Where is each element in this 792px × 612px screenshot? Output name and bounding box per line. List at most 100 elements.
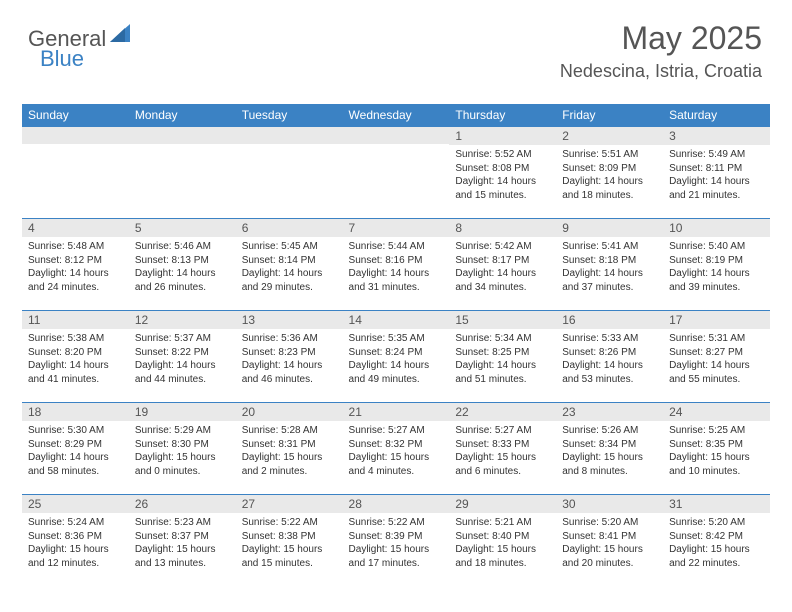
- logo-text-blue: Blue: [40, 46, 84, 71]
- calendar-day-cell: 20Sunrise: 5:28 AMSunset: 8:31 PMDayligh…: [236, 402, 343, 494]
- day-details: Sunrise: 5:22 AMSunset: 8:38 PMDaylight:…: [236, 513, 343, 574]
- day-details: Sunrise: 5:46 AMSunset: 8:13 PMDaylight:…: [129, 237, 236, 298]
- day-number: 16: [556, 310, 663, 329]
- day-number: 27: [236, 494, 343, 513]
- day-number: 1: [449, 126, 556, 145]
- empty-day-header: [236, 126, 343, 144]
- day-details: Sunrise: 5:38 AMSunset: 8:20 PMDaylight:…: [22, 329, 129, 390]
- day-details: Sunrise: 5:20 AMSunset: 8:41 PMDaylight:…: [556, 513, 663, 574]
- day-details: Sunrise: 5:31 AMSunset: 8:27 PMDaylight:…: [663, 329, 770, 390]
- calendar-week-row: 1Sunrise: 5:52 AMSunset: 8:08 PMDaylight…: [22, 126, 770, 218]
- day-details: Sunrise: 5:30 AMSunset: 8:29 PMDaylight:…: [22, 421, 129, 482]
- day-number: 2: [556, 126, 663, 145]
- day-details: Sunrise: 5:45 AMSunset: 8:14 PMDaylight:…: [236, 237, 343, 298]
- calendar-day-cell: [343, 126, 450, 218]
- day-number: 4: [22, 218, 129, 237]
- day-number: 14: [343, 310, 450, 329]
- day-number: 10: [663, 218, 770, 237]
- calendar-day-cell: 28Sunrise: 5:22 AMSunset: 8:39 PMDayligh…: [343, 494, 450, 586]
- calendar-header-cell: Thursday: [449, 104, 556, 126]
- month-title: May 2025: [560, 20, 762, 57]
- calendar-day-cell: 21Sunrise: 5:27 AMSunset: 8:32 PMDayligh…: [343, 402, 450, 494]
- calendar-day-cell: 22Sunrise: 5:27 AMSunset: 8:33 PMDayligh…: [449, 402, 556, 494]
- logo-text-blue-wrap: Blue: [40, 46, 84, 72]
- calendar-day-cell: 19Sunrise: 5:29 AMSunset: 8:30 PMDayligh…: [129, 402, 236, 494]
- day-details: Sunrise: 5:29 AMSunset: 8:30 PMDaylight:…: [129, 421, 236, 482]
- day-number: 9: [556, 218, 663, 237]
- day-details: Sunrise: 5:28 AMSunset: 8:31 PMDaylight:…: [236, 421, 343, 482]
- calendar-day-cell: 15Sunrise: 5:34 AMSunset: 8:25 PMDayligh…: [449, 310, 556, 402]
- calendar-week-row: 18Sunrise: 5:30 AMSunset: 8:29 PMDayligh…: [22, 402, 770, 494]
- calendar-day-cell: 10Sunrise: 5:40 AMSunset: 8:19 PMDayligh…: [663, 218, 770, 310]
- calendar-week-row: 11Sunrise: 5:38 AMSunset: 8:20 PMDayligh…: [22, 310, 770, 402]
- day-number: 30: [556, 494, 663, 513]
- calendar-day-cell: 31Sunrise: 5:20 AMSunset: 8:42 PMDayligh…: [663, 494, 770, 586]
- day-details: Sunrise: 5:20 AMSunset: 8:42 PMDaylight:…: [663, 513, 770, 574]
- day-details: Sunrise: 5:27 AMSunset: 8:33 PMDaylight:…: [449, 421, 556, 482]
- calendar-header-cell: Monday: [129, 104, 236, 126]
- day-details: Sunrise: 5:34 AMSunset: 8:25 PMDaylight:…: [449, 329, 556, 390]
- day-number: 24: [663, 402, 770, 421]
- day-number: 11: [22, 310, 129, 329]
- day-details: Sunrise: 5:35 AMSunset: 8:24 PMDaylight:…: [343, 329, 450, 390]
- day-details: Sunrise: 5:41 AMSunset: 8:18 PMDaylight:…: [556, 237, 663, 298]
- day-number: 21: [343, 402, 450, 421]
- calendar-header-cell: Sunday: [22, 104, 129, 126]
- calendar-day-cell: 14Sunrise: 5:35 AMSunset: 8:24 PMDayligh…: [343, 310, 450, 402]
- calendar-header-row: SundayMondayTuesdayWednesdayThursdayFrid…: [22, 104, 770, 126]
- day-details: Sunrise: 5:27 AMSunset: 8:32 PMDaylight:…: [343, 421, 450, 482]
- day-details: Sunrise: 5:22 AMSunset: 8:39 PMDaylight:…: [343, 513, 450, 574]
- day-number: 7: [343, 218, 450, 237]
- calendar-body: 1Sunrise: 5:52 AMSunset: 8:08 PMDaylight…: [22, 126, 770, 586]
- location-title: Nedescina, Istria, Croatia: [560, 61, 762, 82]
- day-number: 13: [236, 310, 343, 329]
- calendar-week-row: 25Sunrise: 5:24 AMSunset: 8:36 PMDayligh…: [22, 494, 770, 586]
- day-number: 22: [449, 402, 556, 421]
- calendar-day-cell: 11Sunrise: 5:38 AMSunset: 8:20 PMDayligh…: [22, 310, 129, 402]
- day-details: Sunrise: 5:48 AMSunset: 8:12 PMDaylight:…: [22, 237, 129, 298]
- day-number: 31: [663, 494, 770, 513]
- day-number: 17: [663, 310, 770, 329]
- day-number: 8: [449, 218, 556, 237]
- day-number: 20: [236, 402, 343, 421]
- calendar-day-cell: 30Sunrise: 5:20 AMSunset: 8:41 PMDayligh…: [556, 494, 663, 586]
- day-number: 15: [449, 310, 556, 329]
- day-number: 6: [236, 218, 343, 237]
- day-number: 19: [129, 402, 236, 421]
- day-number: 25: [22, 494, 129, 513]
- calendar-day-cell: 7Sunrise: 5:44 AMSunset: 8:16 PMDaylight…: [343, 218, 450, 310]
- day-number: 18: [22, 402, 129, 421]
- day-number: 26: [129, 494, 236, 513]
- calendar-day-cell: 29Sunrise: 5:21 AMSunset: 8:40 PMDayligh…: [449, 494, 556, 586]
- day-number: 5: [129, 218, 236, 237]
- calendar-day-cell: 5Sunrise: 5:46 AMSunset: 8:13 PMDaylight…: [129, 218, 236, 310]
- day-number: 3: [663, 126, 770, 145]
- calendar-day-cell: 6Sunrise: 5:45 AMSunset: 8:14 PMDaylight…: [236, 218, 343, 310]
- empty-day-header: [129, 126, 236, 144]
- calendar-day-cell: 23Sunrise: 5:26 AMSunset: 8:34 PMDayligh…: [556, 402, 663, 494]
- calendar-table: SundayMondayTuesdayWednesdayThursdayFrid…: [22, 104, 770, 586]
- day-details: Sunrise: 5:42 AMSunset: 8:17 PMDaylight:…: [449, 237, 556, 298]
- title-block: May 2025 Nedescina, Istria, Croatia: [560, 20, 762, 82]
- calendar-header-cell: Friday: [556, 104, 663, 126]
- calendar-day-cell: 18Sunrise: 5:30 AMSunset: 8:29 PMDayligh…: [22, 402, 129, 494]
- calendar-day-cell: 24Sunrise: 5:25 AMSunset: 8:35 PMDayligh…: [663, 402, 770, 494]
- day-details: Sunrise: 5:33 AMSunset: 8:26 PMDaylight:…: [556, 329, 663, 390]
- calendar-day-cell: 16Sunrise: 5:33 AMSunset: 8:26 PMDayligh…: [556, 310, 663, 402]
- day-details: Sunrise: 5:24 AMSunset: 8:36 PMDaylight:…: [22, 513, 129, 574]
- day-details: Sunrise: 5:36 AMSunset: 8:23 PMDaylight:…: [236, 329, 343, 390]
- day-number: 28: [343, 494, 450, 513]
- calendar-day-cell: 13Sunrise: 5:36 AMSunset: 8:23 PMDayligh…: [236, 310, 343, 402]
- day-details: Sunrise: 5:49 AMSunset: 8:11 PMDaylight:…: [663, 145, 770, 206]
- calendar-day-cell: 17Sunrise: 5:31 AMSunset: 8:27 PMDayligh…: [663, 310, 770, 402]
- calendar-header-cell: Saturday: [663, 104, 770, 126]
- calendar-week-row: 4Sunrise: 5:48 AMSunset: 8:12 PMDaylight…: [22, 218, 770, 310]
- empty-day-header: [343, 126, 450, 144]
- day-number: 29: [449, 494, 556, 513]
- calendar-day-cell: 4Sunrise: 5:48 AMSunset: 8:12 PMDaylight…: [22, 218, 129, 310]
- day-details: Sunrise: 5:21 AMSunset: 8:40 PMDaylight:…: [449, 513, 556, 574]
- empty-day-header: [22, 126, 129, 144]
- day-details: Sunrise: 5:52 AMSunset: 8:08 PMDaylight:…: [449, 145, 556, 206]
- calendar-day-cell: 2Sunrise: 5:51 AMSunset: 8:09 PMDaylight…: [556, 126, 663, 218]
- calendar-day-cell: 26Sunrise: 5:23 AMSunset: 8:37 PMDayligh…: [129, 494, 236, 586]
